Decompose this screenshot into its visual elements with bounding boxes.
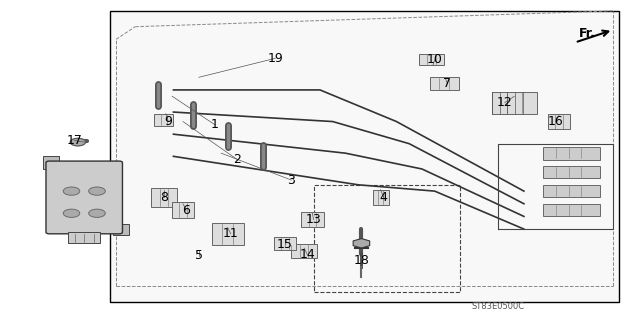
Bar xyxy=(543,204,600,216)
FancyBboxPatch shape xyxy=(46,161,122,234)
Bar xyxy=(212,223,244,245)
Text: ST83E0500C: ST83E0500C xyxy=(472,302,525,311)
Text: 16: 16 xyxy=(548,115,564,128)
Bar xyxy=(113,224,129,235)
Text: 10: 10 xyxy=(427,53,443,66)
Text: 14: 14 xyxy=(300,248,315,261)
Text: 8: 8 xyxy=(160,191,168,204)
Bar xyxy=(548,114,570,130)
Text: 2: 2 xyxy=(233,153,241,166)
Bar xyxy=(109,11,620,302)
Bar xyxy=(430,77,459,90)
Text: 15: 15 xyxy=(277,238,293,251)
Circle shape xyxy=(89,209,105,217)
Bar xyxy=(68,232,100,243)
Bar xyxy=(492,92,537,114)
Text: 12: 12 xyxy=(497,96,513,109)
Bar xyxy=(543,185,600,197)
Bar xyxy=(172,202,194,218)
Bar xyxy=(154,114,173,126)
Text: 7: 7 xyxy=(444,77,451,90)
Text: 5: 5 xyxy=(195,249,203,263)
Bar xyxy=(543,147,600,160)
Text: 6: 6 xyxy=(182,204,190,217)
Text: Fr.: Fr. xyxy=(579,26,596,40)
Circle shape xyxy=(70,138,86,146)
Bar xyxy=(314,185,460,292)
Text: 4: 4 xyxy=(380,191,388,204)
Text: 18: 18 xyxy=(353,254,369,267)
Text: 9: 9 xyxy=(164,115,172,128)
Bar xyxy=(43,156,59,169)
Text: 3: 3 xyxy=(287,174,295,187)
Bar xyxy=(301,212,323,227)
Circle shape xyxy=(89,187,105,195)
Text: 19: 19 xyxy=(268,52,284,65)
Bar xyxy=(291,244,317,258)
Bar xyxy=(419,54,444,65)
Circle shape xyxy=(63,209,80,217)
Text: 13: 13 xyxy=(306,213,321,226)
Text: 11: 11 xyxy=(223,227,239,240)
Text: 1: 1 xyxy=(211,118,219,131)
Bar xyxy=(274,237,296,250)
Bar xyxy=(151,188,177,207)
Bar xyxy=(372,189,388,205)
Circle shape xyxy=(63,187,80,195)
Text: 17: 17 xyxy=(67,134,83,147)
Bar xyxy=(543,166,600,178)
